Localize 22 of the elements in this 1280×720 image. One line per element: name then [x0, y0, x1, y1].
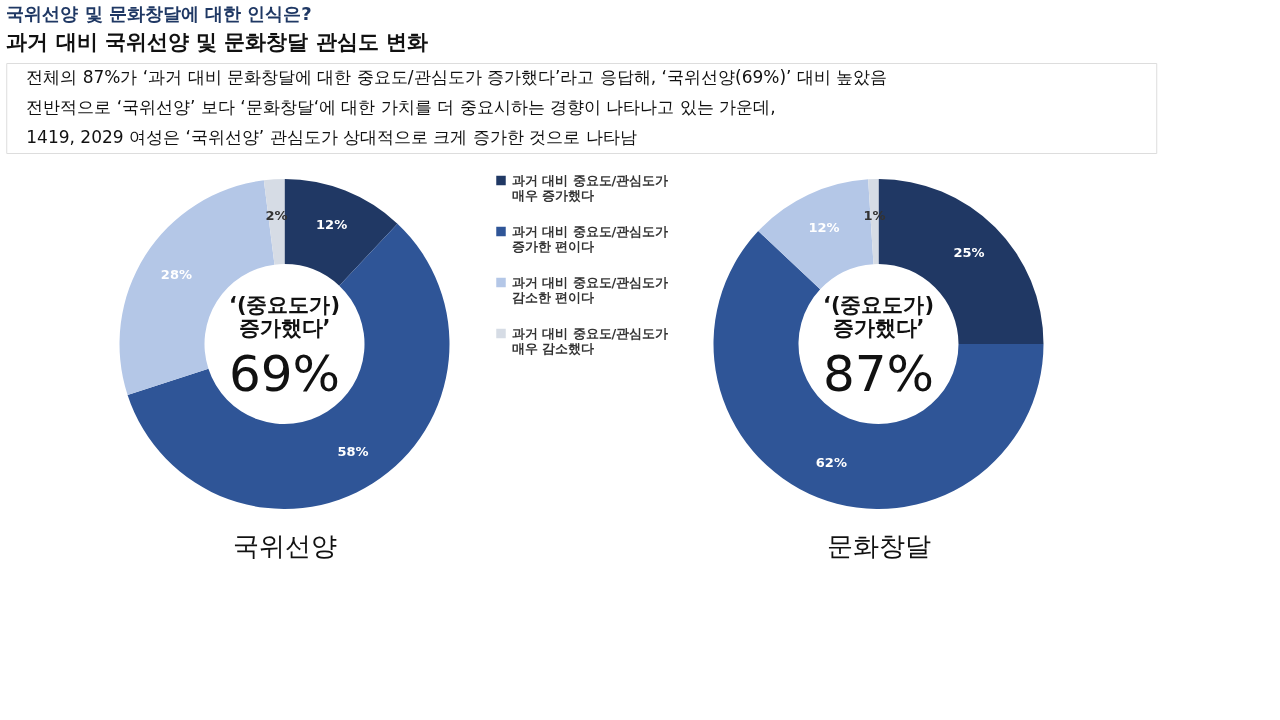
text: 69%: [228, 345, 341, 403]
data-label: 58%: [337, 444, 369, 460]
text: 87%: [822, 345, 935, 403]
text: ‘(중요도가) 증가했다’: [822, 293, 935, 340]
text: 전체의 87%가 ‘과거 대비 문화창달에 대한 중요도/관심도가 증가했다’라고 응답해, ‘국위선양(69%)’ 대비 높았음: [26, 67, 888, 87]
text: 국위선양: [232, 531, 337, 561]
text: 문화창달: [826, 531, 931, 561]
text: 과거 대비 국위선양 및 문화창달 관심도 변화: [6, 30, 429, 54]
text: ‘(중요도가) 증가했다’: [228, 293, 341, 340]
text: 전반적으로 ‘국위선양’ 보다 ‘문화창달‘에 대한 가치를 더 중요시하는 경향이 나타나고 있는 가운데,: [26, 97, 776, 117]
legend-label: 과거 대비 중요도/관심도가 매우 증가했다: [511, 172, 669, 203]
data-label: 25%: [953, 245, 985, 261]
donut-slice: [713, 231, 1044, 509]
data-label: 12%: [808, 220, 840, 236]
data-label: 62%: [815, 455, 847, 471]
legend-label: 과거 대비 중요도/관심도가 증가한 편이다: [511, 223, 669, 254]
data-label: 28%: [160, 267, 192, 283]
data-label: 12%: [316, 216, 348, 232]
text: 국위선양 및 문화창달에 대한 인식은?: [6, 3, 312, 24]
text: 1419, 2029 여성은 ‘국위선양’ 관심도가 상대적으로 크게 증가한 것으로 나타남: [26, 127, 637, 147]
legend-label: 과거 대비 중요도/관심도가 감소한 편이다: [511, 274, 669, 305]
legend-label: 과거 대비 중요도/관심도가 매우 감소했다: [511, 325, 669, 356]
